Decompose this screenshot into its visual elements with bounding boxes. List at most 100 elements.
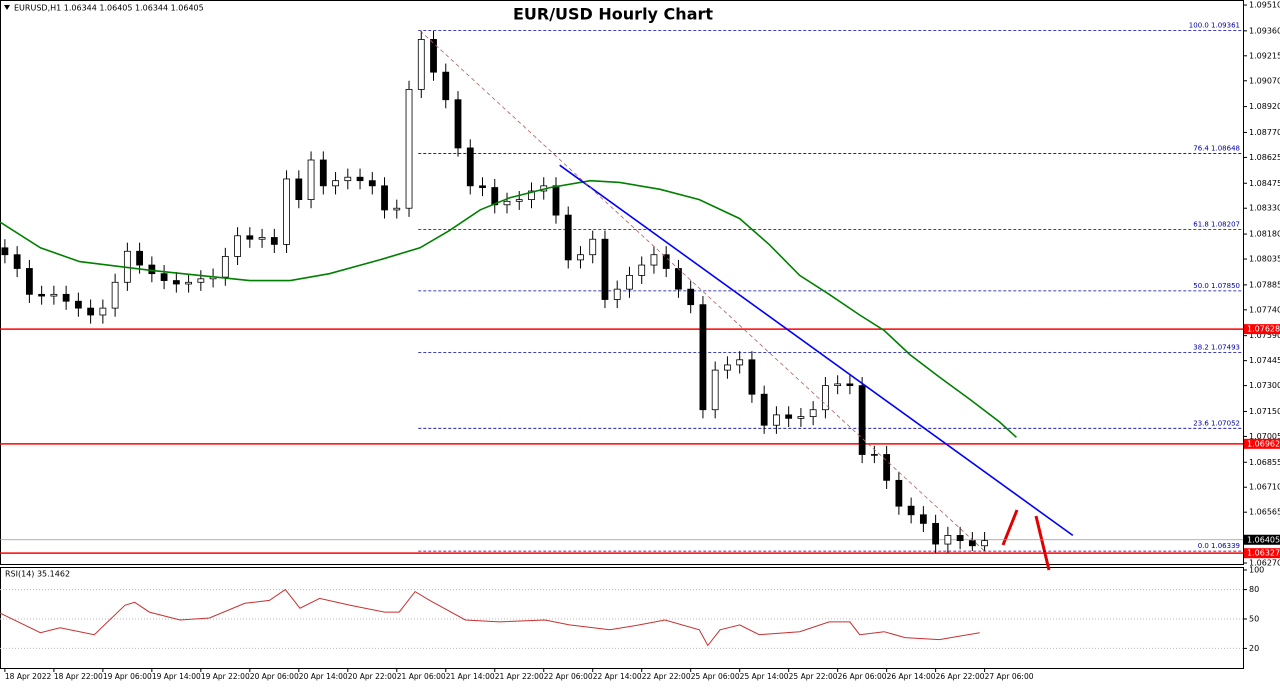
y-tick-label: 1.08180 <box>1249 230 1280 239</box>
candle-body <box>834 383 842 387</box>
y-tick-label: 1.09360 <box>1249 26 1280 35</box>
candle-body <box>760 393 768 426</box>
x-tick-label: 20 Apr 22:00 <box>348 672 397 681</box>
candle-body <box>62 293 70 302</box>
x-tick-label: 27 Apr 06:00 <box>985 672 1034 681</box>
candle-body <box>809 409 817 418</box>
x-tick-label: 25 Apr 06:00 <box>691 672 740 681</box>
candle-body <box>907 505 915 516</box>
y-tick-label: 1.09215 <box>1249 51 1280 60</box>
fib-label: 0.0 1.06339 <box>1198 542 1240 550</box>
y-tick-label: 100 <box>1249 566 1264 575</box>
candle-body <box>185 281 192 285</box>
candle-body <box>981 540 989 547</box>
y-tick-label: 1.06710 <box>1249 483 1280 492</box>
header-arrow <box>4 5 10 10</box>
y-tick-label: 1.07150 <box>1249 407 1280 416</box>
candle-body <box>356 176 364 182</box>
candle-body <box>466 147 474 187</box>
fib-label: 23.6 1.07052 <box>1193 419 1240 427</box>
y-tick-label: 1.07885 <box>1249 280 1280 289</box>
y-tick-label: 50 <box>1249 615 1259 624</box>
price-pane <box>0 0 1244 565</box>
candle-body <box>822 385 829 411</box>
candle-body <box>528 190 535 201</box>
candle-body <box>221 256 229 278</box>
y-tick-label: 1.06270 <box>1249 559 1280 568</box>
y-tick-label: 1.08475 <box>1249 179 1280 188</box>
last-price-label: 1.06405 <box>1247 535 1280 544</box>
candle-body <box>626 274 633 290</box>
fib-label: 76.4 1.08648 <box>1193 144 1240 152</box>
y-tick-label: 1.08625 <box>1249 153 1280 162</box>
y-tick-label: 1.06855 <box>1249 458 1280 467</box>
level-tag <box>1244 438 1280 449</box>
candle-body <box>270 237 278 245</box>
candle-body <box>564 214 572 261</box>
overlay-line <box>0 179 1017 438</box>
candle-body <box>136 250 144 266</box>
candle-body <box>148 264 156 275</box>
candle-body <box>332 180 339 187</box>
candle-body <box>246 235 254 240</box>
fib-label: 50.0 1.07850 <box>1193 282 1240 290</box>
y-tick-label: 1.08330 <box>1249 204 1280 213</box>
candle-body <box>417 39 425 90</box>
candle-body <box>577 254 584 261</box>
candle-body <box>234 235 241 257</box>
candle-body <box>919 514 927 524</box>
rsi-pane <box>0 567 1244 669</box>
candle-body <box>956 535 964 542</box>
overlay-line <box>559 164 1074 537</box>
candle-body <box>430 39 437 73</box>
arrow-up-sketch <box>1001 509 1019 546</box>
candle-body <box>344 176 352 182</box>
y-tick-label: 20 <box>1249 644 1259 653</box>
candle-body <box>38 293 46 297</box>
candle-body <box>601 238 609 300</box>
last-price-tag <box>1244 534 1280 545</box>
candle-body <box>405 88 413 209</box>
candle-body <box>883 454 891 481</box>
symbol-header: EURUSD,H1 1.06344 1.06405 1.06344 1.0640… <box>14 4 204 13</box>
candle-body <box>74 300 82 309</box>
candle-body <box>13 254 21 269</box>
x-tick-label: 21 Apr 06:00 <box>397 672 446 681</box>
candle-body <box>319 159 327 187</box>
candle-body <box>503 200 511 206</box>
candle-body <box>846 383 854 387</box>
candle-body <box>711 369 719 411</box>
x-tick-label: 26 Apr 06:00 <box>838 672 887 681</box>
x-tick-label: 21 Apr 22:00 <box>495 672 544 681</box>
y-tick-label: 80 <box>1249 585 1259 594</box>
x-tick-label: 22 Apr 22:00 <box>642 672 691 681</box>
level-label: 1.06962 <box>1247 439 1280 448</box>
candle-body <box>699 304 707 411</box>
candle-body <box>797 416 805 419</box>
candle-body <box>724 364 731 371</box>
candle-body <box>368 180 376 187</box>
fib-label: 100.0 1.09361 <box>1189 22 1240 30</box>
y-tick-label: 1.09510 <box>1249 1 1280 10</box>
x-tick-label: 20 Apr 06:00 <box>250 672 299 681</box>
y-tick-label: 1.08770 <box>1249 128 1280 137</box>
candle-body <box>160 273 168 281</box>
candle-body <box>307 159 315 201</box>
rsi-label: RSI(14) 35.1462 <box>5 570 70 579</box>
x-tick-label: 25 Apr 22:00 <box>789 672 838 681</box>
candle-body <box>283 178 290 245</box>
x-tick-label: 22 Apr 06:00 <box>544 672 593 681</box>
candle-body <box>650 254 658 266</box>
candle-body <box>442 71 450 101</box>
y-tick-label: 1.08920 <box>1249 102 1280 111</box>
arrow-down-sketch <box>1034 515 1051 571</box>
candle-body <box>295 178 303 201</box>
candle-body <box>932 522 940 545</box>
rsi-line <box>0 588 980 647</box>
candle-body <box>944 535 952 545</box>
candle-body <box>381 185 388 211</box>
y-tick-label: 1.08035 <box>1249 255 1280 264</box>
